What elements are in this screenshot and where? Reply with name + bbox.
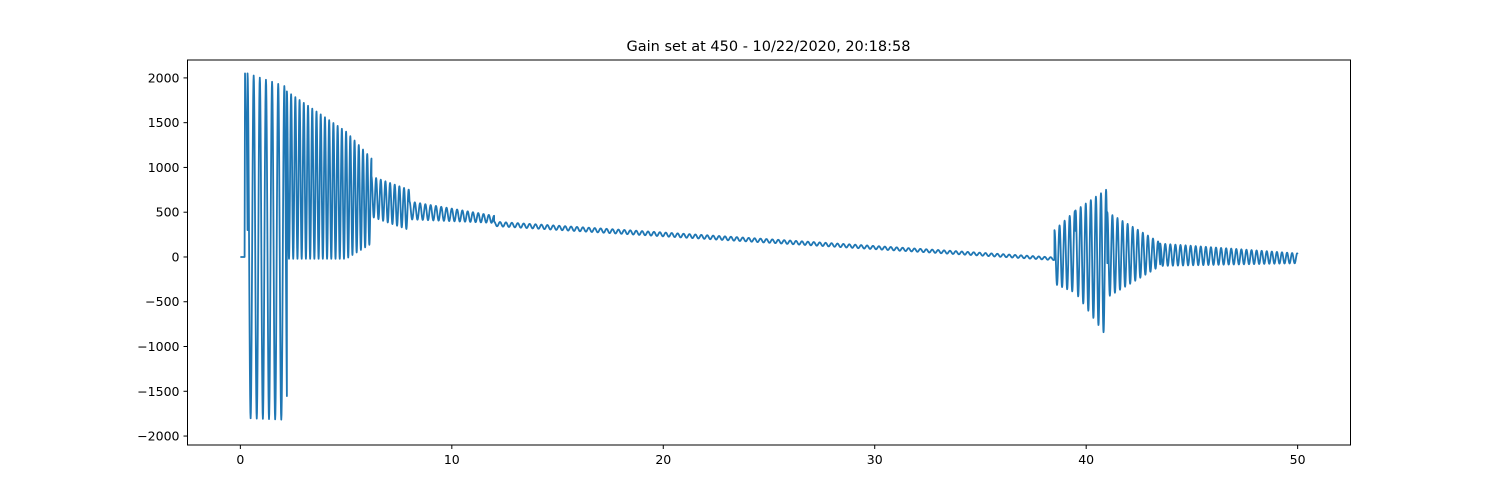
y-tick-label: 0 [172,249,180,264]
y-tick-label: 500 [156,205,180,220]
x-tick-label: 50 [1290,452,1306,467]
x-tick-label: 20 [655,452,671,467]
y-axis: −2000 −1500 −1000 −500 0 500 1000 1500 2000 [137,70,188,444]
x-tick-label: 40 [1078,452,1094,467]
y-tick-label: 1500 [148,115,180,130]
y-tick-label: −1000 [137,339,179,354]
x-tick-label: 30 [867,452,883,467]
x-tick-label: 10 [444,452,460,467]
axes-frame [187,59,1351,446]
y-tick-label: 2000 [148,70,180,85]
y-tick-label: −500 [145,294,179,309]
x-tick-label: 0 [236,452,244,467]
x-axis: 0 10 20 30 40 50 [236,445,1306,467]
y-tick-label: 1000 [148,160,180,175]
y-tick-label: −2000 [137,429,179,444]
series-line-0 [240,72,1299,421]
chart-title: Gain set at 450 - 10/22/2020, 20:18:58 [627,39,911,55]
y-tick-label: −1500 [137,384,179,399]
